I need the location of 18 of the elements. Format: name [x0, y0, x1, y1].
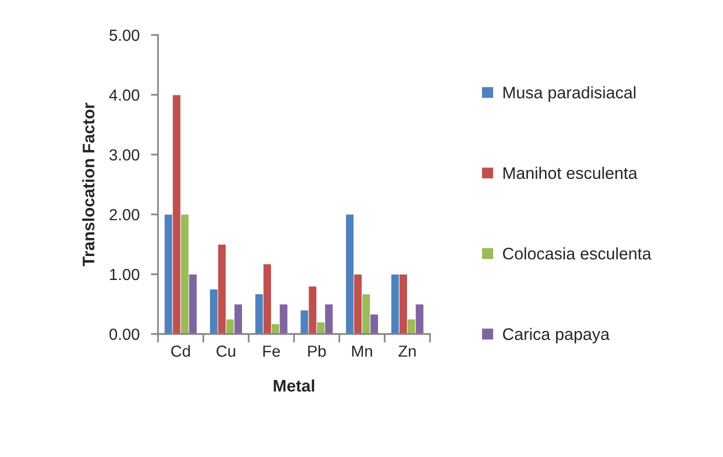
y-tick-label: 1.00 [110, 268, 140, 280]
y-axis-title: Translocation Factor [82, 102, 94, 266]
y-tick-label: 5.00 [110, 30, 140, 41]
x-tick-label: Zn [398, 346, 416, 357]
y-tick-label: 4.00 [109, 89, 140, 101]
x-tick-label: Cu [216, 346, 236, 357]
x-tick-label: Fe [263, 346, 280, 357]
legend-label: Colocasia esculenta [503, 247, 652, 260]
x-axis-title: Metal [274, 379, 314, 392]
legend-label: Carica papaya [503, 328, 610, 344]
legend-label: Musa paradisiacal [504, 86, 636, 102]
y-tick-label: 0.00 [109, 328, 140, 340]
legend-label: Manihot esculenta [504, 166, 638, 179]
y-tick-label: 3.00 [109, 149, 140, 161]
x-tick-label: Mn [352, 346, 372, 357]
y-tick-label: 2.00 [110, 209, 140, 220]
x-tick-label: Cd [171, 345, 190, 357]
x-tick-label: Pb [308, 345, 326, 357]
